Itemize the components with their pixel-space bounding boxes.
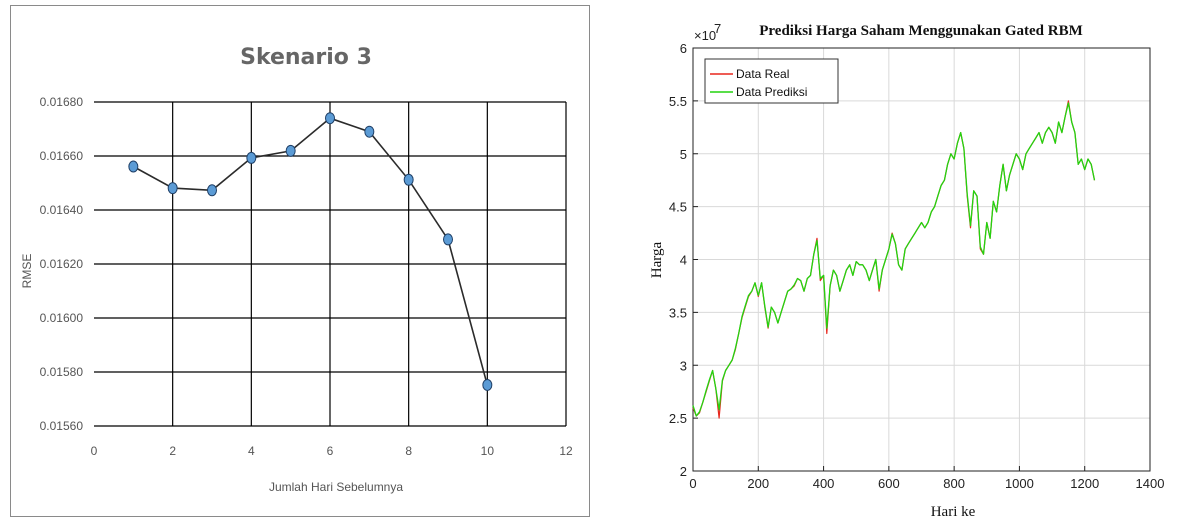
right-y-tick-label: 3 [680,358,687,373]
rmse-line-chart: Skenario 3 0.015600.015800.016000.016200… [20,45,573,494]
left-y-tick-label: 0.01580 [40,365,84,379]
left-series-line [132,117,489,386]
legend-label-prediksi: Data Prediksi [736,85,807,99]
left-y-tick-label: 0.01660 [40,149,84,163]
right-chart-panel: Prediksi Harga Saham Menggunakan Gated R… [624,2,1198,520]
right-y-tick-label: 3.5 [669,305,687,320]
right-y-tick-label: 2 [680,464,687,479]
right-series-lines [692,100,1096,419]
right-chart-title: Prediksi Harga Saham Menggunakan Gated R… [759,23,1083,39]
left-chart-panel: Skenario 3 0.01560 0.01580 0.01600 0.01620 0… [10,5,590,517]
left-y-axis-label: RMSE [20,254,34,289]
right-x-tick-label: 0 [689,476,696,491]
left-data-point [325,112,335,125]
right-x-tick-label: 800 [943,476,965,491]
right-y-axis-label: Harga [649,241,665,278]
left-y-tick-label: 0.01640 [40,203,84,217]
legend-box [704,58,839,104]
right-plot-frame [692,47,1151,472]
left-x-tick-label: 10 [481,444,495,458]
left-data-point [403,173,414,186]
left-x-axis-label: Jumlah Hari Sebelumnya [269,480,403,494]
price-prediction-chart: Prediksi Harga Saham Menggunakan Gated R… [649,21,1164,520]
left-x-tick-label: 12 [559,444,573,458]
left-x-ticks: 0 2 4 6 8 10 12 [91,444,573,458]
left-x-tick-label: 8 [405,444,412,458]
left-x-tick-label: 0 [91,444,98,458]
left-data-point [167,182,178,195]
left-x-tick-label: 6 [327,444,334,458]
left-data-point [364,125,375,138]
right-legend: Data Real Data Prediksi [704,58,839,104]
right-y-tick-label: 5.5 [669,94,687,109]
right-x-tick-label: 1000 [1005,476,1034,491]
y-exponent-value: 7 [714,21,721,36]
legend-label-real: Data Real [736,67,789,81]
right-y-tick-label: 5 [680,147,687,162]
left-series-points [128,112,493,391]
left-y-tick-label: 0.01600 [40,311,84,325]
series-line-prediksi [692,102,1096,417]
left-data-point [207,184,217,197]
left-x-tick-label: 2 [169,444,176,458]
right-x-tick-label: 1200 [1070,476,1099,491]
right-y-tick-label: 4 [680,253,687,268]
right-x-tick-label: 200 [747,476,769,491]
left-grid [94,101,567,427]
left-y-tick-label: 0.01680 [40,95,84,109]
y-exponent-prefix: ×10 [694,28,716,43]
right-grid [692,47,1151,472]
left-data-point [246,151,257,164]
left-y-tick-label: 0.01620 [40,257,84,271]
right-x-axis-label: Hari ke [931,504,976,520]
right-x-tick-label: 1400 [1136,476,1165,491]
left-y-tick-label: 0.01560 [40,419,84,433]
left-data-point [482,378,493,391]
left-data-point [285,144,296,157]
left-chart-title: Skenario 3 [240,45,372,70]
right-x-tick-label: 600 [878,476,900,491]
left-x-tick-label: 4 [248,444,255,458]
right-x-ticks: 0 200 400 600 800 1000 1200 1400 [689,476,1164,491]
left-data-point [443,233,453,246]
right-y-tick-label: 6 [680,41,687,56]
right-x-tick-label: 400 [813,476,835,491]
right-y-tick-label: 4.5 [669,200,687,215]
left-series-polyline [132,117,489,386]
right-y-ticks: 2 2.5 3 3.5 4 4.5 5 5.5 6 [669,41,687,479]
right-y-tick-label: 2.5 [669,411,687,426]
left-y-ticks: 0.01560 0.01580 0.01600 0.01620 0.01640 0.016… [40,95,84,433]
left-data-point [128,160,139,173]
